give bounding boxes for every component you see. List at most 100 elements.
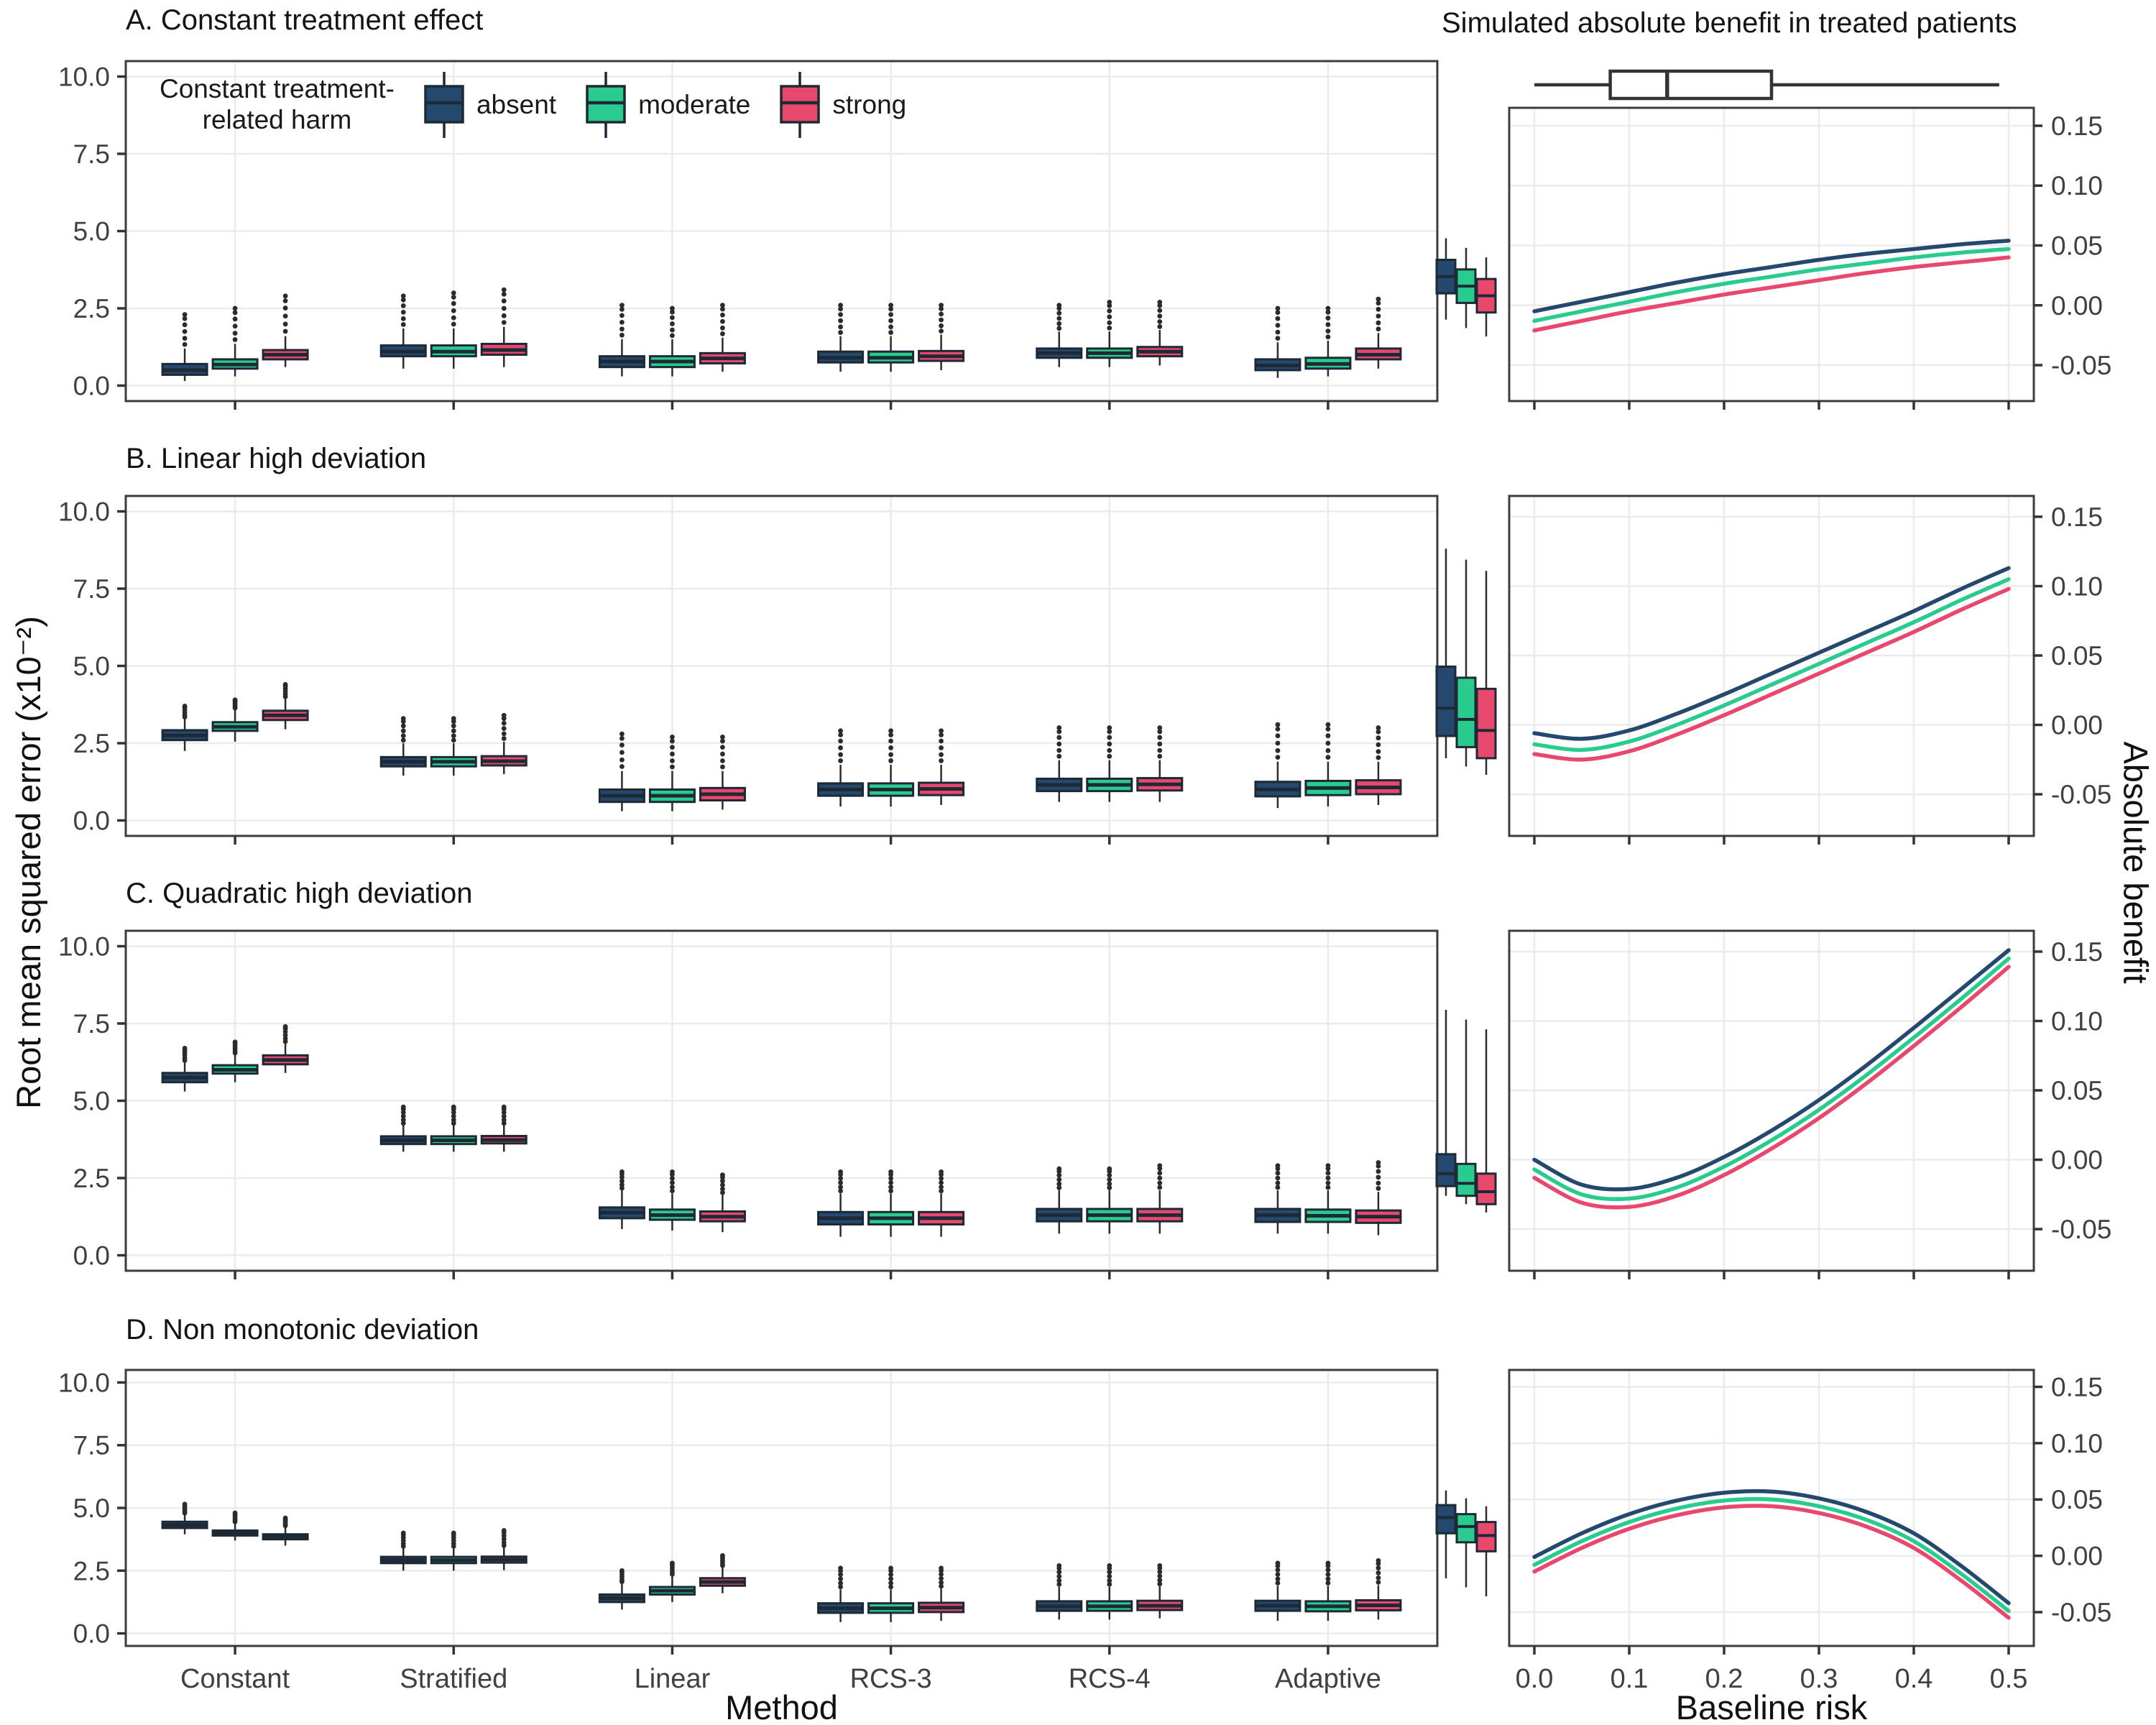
svg-text:0.1: 0.1 bbox=[1611, 1664, 1649, 1694]
rmse-box-Adaptive-moderate bbox=[1304, 305, 1352, 377]
rmse-box-Adaptive-absent bbox=[1254, 1163, 1302, 1234]
rmse-box-RCS-4-moderate bbox=[1086, 725, 1133, 802]
benefit-curve-strong bbox=[1532, 586, 2011, 762]
rmse-panel-B: 0.0 2.5 5.0 7.5 10.0 bbox=[58, 494, 1439, 845]
benefit-margin-box-moderate bbox=[1455, 1019, 1477, 1205]
rmse-box-Adaptive-moderate bbox=[1304, 722, 1352, 807]
svg-text:0.0: 0.0 bbox=[73, 372, 110, 401]
rmse-box-Constant-absent bbox=[161, 1046, 208, 1092]
rmse-box-Linear-absent bbox=[598, 1568, 645, 1610]
svg-text:2.5: 2.5 bbox=[73, 1556, 110, 1586]
svg-text:5.0: 5.0 bbox=[73, 217, 110, 247]
legend-label-strong: strong bbox=[832, 90, 907, 119]
benefit-panel-C: -0.05 0.00 0.05 0.10 0.15 bbox=[1435, 929, 2111, 1279]
svg-text:5.0: 5.0 bbox=[73, 1494, 110, 1523]
legend-title-line1: Constant treatment- bbox=[160, 74, 395, 104]
svg-text:RCS-3: RCS-3 bbox=[850, 1664, 932, 1694]
rmse-box-Constant-strong bbox=[262, 1515, 309, 1546]
rmse-box-Stratified-moderate bbox=[430, 290, 477, 369]
svg-text:0.10: 0.10 bbox=[2051, 171, 2103, 201]
rmse-box-RCS-3-moderate bbox=[867, 303, 915, 372]
rmse-box-Adaptive-strong bbox=[1355, 1558, 1402, 1620]
rmse-box-Stratified-absent bbox=[379, 293, 427, 369]
boxplot-glyph-absent-icon bbox=[424, 72, 464, 138]
rmse-box-Stratified-moderate bbox=[430, 716, 477, 776]
legend-label-moderate: moderate bbox=[638, 90, 751, 119]
svg-text:0.0: 0.0 bbox=[1516, 1664, 1554, 1694]
svg-text:0.15: 0.15 bbox=[2051, 502, 2103, 532]
benefit-panel-D: -0.05 0.00 0.05 0.10 0.15 0.0 0.1 0.2 0.3 0.4 0.5 bbox=[1435, 1368, 2111, 1694]
svg-text:0.5: 0.5 bbox=[1990, 1664, 2028, 1694]
rmse-box-Linear-strong bbox=[699, 1552, 746, 1593]
svg-text:0.10: 0.10 bbox=[2051, 571, 2103, 601]
rmse-box-Stratified-strong bbox=[480, 1104, 528, 1152]
legend-title-line2: related harm bbox=[202, 105, 352, 134]
rmse-box-Linear-strong bbox=[699, 303, 746, 372]
svg-text:0.0: 0.0 bbox=[73, 806, 110, 836]
svg-text:RCS-4: RCS-4 bbox=[1069, 1664, 1151, 1694]
rmse-box-RCS-4-strong bbox=[1136, 300, 1184, 366]
svg-text:2.5: 2.5 bbox=[73, 294, 110, 323]
benefit-curve-moderate bbox=[1532, 247, 2011, 323]
svg-text:0.2: 0.2 bbox=[1705, 1664, 1743, 1694]
svg-text:0.00: 0.00 bbox=[2051, 711, 2103, 740]
benefit-curve-strong bbox=[1532, 1504, 2011, 1620]
rmse-box-Linear-moderate bbox=[648, 305, 696, 377]
svg-text:7.5: 7.5 bbox=[73, 1431, 110, 1460]
svg-text:10.0: 10.0 bbox=[58, 932, 110, 962]
rmse-panel-C: 0.0 2.5 5.0 7.5 10.0 bbox=[58, 929, 1439, 1279]
rmse-box-Stratified-absent bbox=[379, 716, 427, 776]
benefit-margin-box-absent bbox=[1435, 548, 1457, 758]
row-a-plots: 0.0 2.5 5.0 7.5 10.0 -0.05 0.00 0.05 0.10 0.15 bbox=[58, 60, 2111, 410]
svg-text:0.15: 0.15 bbox=[2051, 111, 2103, 141]
rmse-box-Adaptive-absent bbox=[1254, 1560, 1302, 1622]
rmse-box-Constant-strong bbox=[262, 681, 309, 730]
legend: Constant treatment- related harm absent … bbox=[160, 69, 906, 141]
panel-b-title: B. Linear high deviation bbox=[126, 443, 427, 474]
benefit-curve-absent bbox=[1532, 948, 2011, 1192]
rmse-box-Constant-absent bbox=[161, 704, 208, 751]
benefit-panel-B: -0.05 0.00 0.05 0.10 0.15 bbox=[1435, 494, 2111, 845]
svg-text:0.05: 0.05 bbox=[2051, 641, 2103, 671]
benefit-margin-box-moderate bbox=[1455, 1498, 1477, 1588]
rmse-panel-D: 0.0 2.5 5.0 7.5 10.0 Constant Stratified Linear… bbox=[58, 1368, 1439, 1694]
svg-text:Constant: Constant bbox=[180, 1664, 290, 1694]
svg-text:0.15: 0.15 bbox=[2051, 937, 2103, 967]
svg-text:0.3: 0.3 bbox=[1800, 1664, 1838, 1694]
rmse-box-RCS-3-moderate bbox=[867, 728, 915, 807]
rmse-box-RCS-4-absent bbox=[1036, 303, 1083, 367]
legend-label-absent: absent bbox=[476, 90, 557, 119]
rmse-box-Linear-strong bbox=[699, 1172, 746, 1233]
rmse-box-RCS-4-absent bbox=[1036, 1166, 1083, 1234]
rmse-box-RCS-3-strong bbox=[918, 303, 965, 370]
svg-text:7.5: 7.5 bbox=[73, 574, 110, 604]
legend-title: Constant treatment- related harm bbox=[160, 74, 395, 135]
rmse-box-Linear-strong bbox=[699, 735, 746, 810]
legend-item-moderate: moderate bbox=[585, 69, 750, 141]
benefit-margin-box-strong bbox=[1475, 1506, 1497, 1597]
row-c-plots: 0.0 2.5 5.0 7.5 10.0 -0.05 0.00 0.05 0.10 0.15 bbox=[58, 929, 2111, 1279]
benefit-margin-box-absent bbox=[1435, 238, 1457, 320]
svg-text:5.0: 5.0 bbox=[73, 652, 110, 681]
rmse-box-RCS-3-strong bbox=[918, 1169, 965, 1237]
rmse-box-RCS-4-moderate bbox=[1086, 300, 1133, 367]
svg-text:-0.05: -0.05 bbox=[2051, 1598, 2111, 1627]
row-b-plots: 0.0 2.5 5.0 7.5 10.0 -0.05 0.00 0.05 0.10 0.15 bbox=[58, 494, 2111, 845]
benefit-curve-moderate bbox=[1532, 577, 2011, 753]
benefit-margin-box-moderate bbox=[1455, 247, 1477, 328]
x-axis-title-method: Method bbox=[725, 1688, 838, 1725]
row-d-plots: 0.0 2.5 5.0 7.5 10.0 Constant Stratified Linear… bbox=[58, 1368, 2111, 1694]
svg-text:0.00: 0.00 bbox=[2051, 1542, 2103, 1571]
rmse-box-RCS-4-absent bbox=[1036, 1563, 1083, 1620]
svg-text:7.5: 7.5 bbox=[73, 1009, 110, 1039]
svg-text:0.05: 0.05 bbox=[2051, 231, 2103, 261]
rmse-box-RCS-4-moderate bbox=[1086, 1166, 1133, 1234]
svg-text:Linear: Linear bbox=[635, 1664, 711, 1694]
svg-text:-0.05: -0.05 bbox=[2051, 351, 2111, 380]
svg-text:0.10: 0.10 bbox=[2051, 1006, 2103, 1036]
rmse-box-Constant-moderate bbox=[211, 1039, 259, 1082]
panel-d-title: D. Non monotonic deviation bbox=[126, 1314, 479, 1346]
benefit-curve-strong bbox=[1532, 965, 2011, 1210]
svg-text:7.5: 7.5 bbox=[73, 139, 110, 169]
